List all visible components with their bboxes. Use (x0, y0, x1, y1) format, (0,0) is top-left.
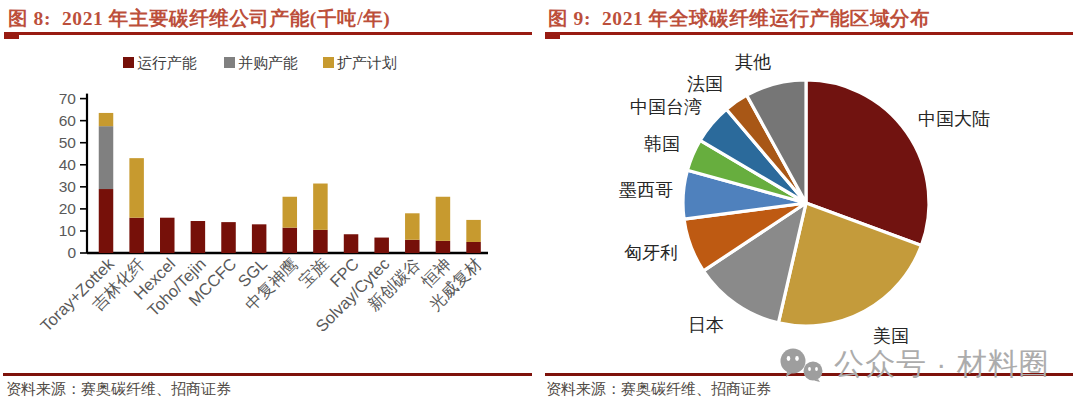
bar-segment (129, 218, 144, 253)
y-tick-label: 0 (67, 244, 76, 261)
legend-label: 运行产能 (137, 54, 197, 71)
pie-label: 中国大陆 (918, 109, 990, 129)
bar-segment (283, 228, 298, 253)
pie-label: 法国 (687, 74, 723, 94)
bar-segment (99, 113, 114, 126)
figure9-source: 资料来源：赛奥碳纤维、招商证券 (546, 380, 771, 399)
pie-chart: 中国大陆美国 日本 匈牙利 墨西哥 韩国 中国台湾 法国其他 (540, 40, 1080, 352)
wechat-icon (777, 348, 827, 382)
figure8-source: 资料来源：赛奥碳纤维、招商证券 (6, 380, 231, 399)
legend-swatch (323, 57, 334, 68)
figure8-title: 图 8: 2021 年主要碳纤维公司产能(千吨/年) (8, 5, 390, 32)
y-tick-label: 60 (59, 112, 77, 129)
bar-segment (405, 213, 420, 239)
y-tick-label: 20 (59, 200, 77, 217)
bar-segment (466, 220, 481, 242)
watermark: 公众号 · 材料圈 (777, 344, 1050, 385)
y-tick-label: 40 (59, 156, 77, 173)
y-tick-label: 70 (59, 90, 77, 107)
bar-segment (313, 230, 328, 253)
pie-label: 其他 (735, 52, 771, 72)
bar-segment (374, 238, 389, 253)
figure9-title: 图 9: 2021 年全球碳纤维运行产能区域分布 (548, 5, 930, 32)
pie-label: 中国台湾 (630, 97, 702, 117)
pie-label: 韩国 (644, 134, 680, 154)
pie-label: 日本 (688, 315, 724, 335)
bar-segment (283, 197, 298, 228)
watermark-text: 公众号 · 材料圈 (834, 344, 1050, 385)
bar-segment (99, 189, 114, 253)
y-tick-label: 50 (59, 134, 77, 151)
pie-label: 美国 (873, 326, 909, 346)
bar-segment (221, 222, 236, 253)
y-tick-label: 10 (59, 222, 77, 239)
bar-segment (313, 184, 328, 230)
bar-segment (436, 197, 451, 241)
figure-9-panel: 图 9: 2021 年全球碳纤维运行产能区域分布 中国大陆美国 日本 匈牙利 墨西哥 韩… (540, 0, 1080, 406)
pie-label: 匈牙利 (624, 243, 678, 263)
y-tick-label: 30 (59, 178, 77, 195)
figure9-title-underline-tick (545, 32, 560, 39)
bar-segment (466, 242, 481, 253)
figure9-title-underline (545, 32, 1073, 35)
bar-segment (129, 158, 144, 218)
legend-swatch (123, 57, 134, 68)
figure8-source-divider (3, 373, 532, 376)
legend-swatch (224, 57, 235, 68)
bar-segment (436, 241, 451, 253)
bar-segment (344, 234, 359, 253)
x-axis-label: 宝旌 (295, 254, 331, 290)
legend-label: 扩产计划 (337, 54, 397, 71)
figure8-title-underline-tick (4, 32, 19, 39)
bar-segment (160, 218, 175, 253)
pie-label: 墨西哥 (619, 180, 673, 200)
bar-segment (405, 240, 420, 253)
figure-8-panel: 图 8: 2021 年主要碳纤维公司产能(千吨/年) 运行产能 并购产能 扩产计划 0… (0, 0, 540, 406)
bar-segment (191, 221, 206, 253)
figure8-title-underline (4, 32, 532, 35)
bar-segment (99, 126, 114, 189)
bar-chart: 运行产能并购产能扩产计划010203040506070Toray+Zottek吉… (0, 40, 540, 345)
legend-label: 并购产能 (238, 54, 298, 71)
bar-segment (252, 224, 267, 253)
